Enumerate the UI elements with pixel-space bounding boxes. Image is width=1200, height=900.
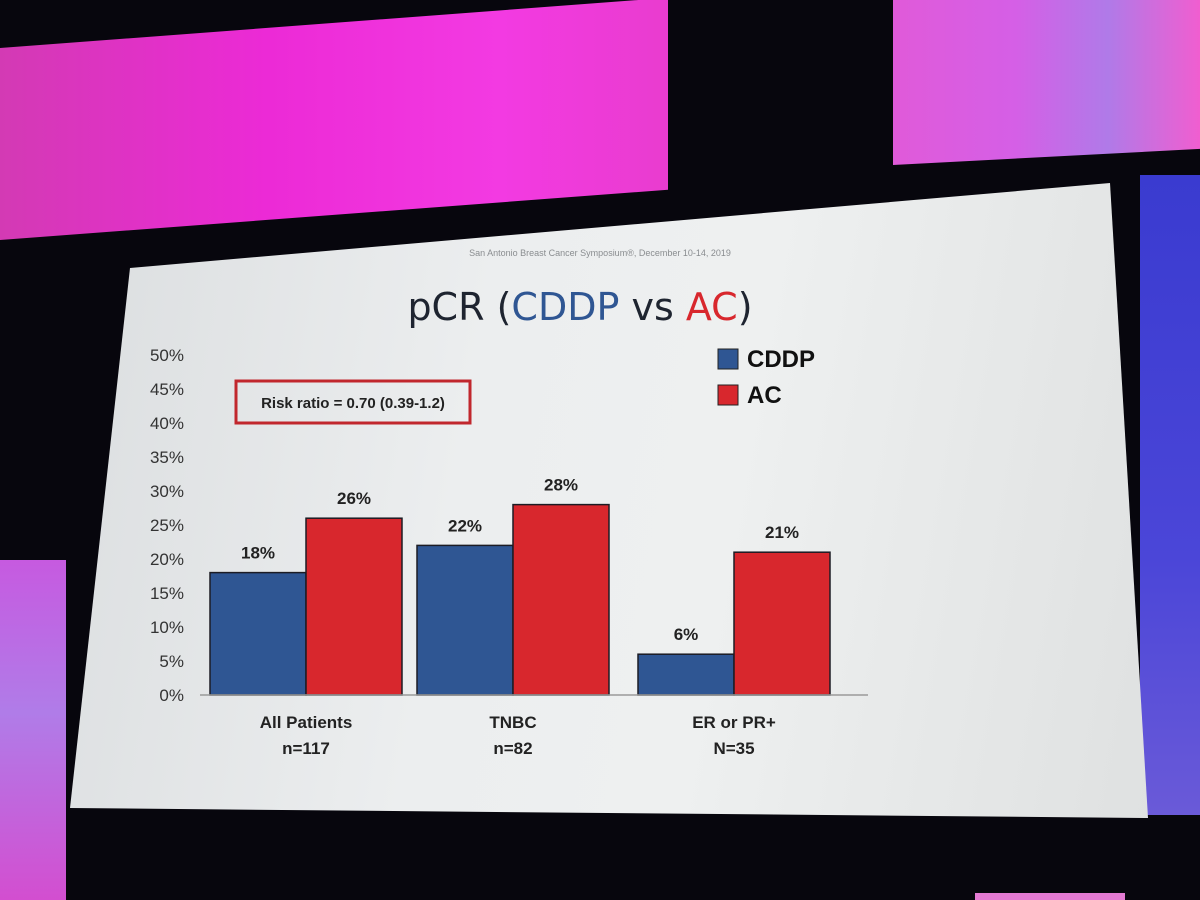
title-suffix: )	[738, 285, 753, 329]
legend-label-ac: AC	[747, 382, 782, 409]
bar-value-labels: 18% 22% 6% 26% 28% 21%	[241, 476, 799, 645]
bar-ac-1	[305, 517, 403, 696]
legend-swatch-ac	[717, 384, 739, 406]
title-cddp: CDDP	[511, 285, 619, 329]
x-category-sublabel: N=35	[713, 739, 754, 758]
legend-swatch-cddp	[717, 348, 739, 370]
slide-title: pCR (CDDP vs AC)	[407, 285, 752, 329]
y-axis: 0% 5% 10% 15% 20% 25% 30% 35% 40% 45% 50%	[150, 346, 184, 705]
y-tick-label: 15%	[150, 584, 184, 603]
title-vs: vs	[619, 285, 685, 329]
bar-value-label: 18%	[241, 544, 275, 563]
x-category-label: TNBC	[489, 713, 536, 732]
y-tick-label: 35%	[150, 448, 184, 467]
y-tick-label: 30%	[150, 482, 184, 501]
bar-value-label: 22%	[448, 516, 482, 535]
x-axis: All Patients n=117 TNBC n=82 ER or PR+ N=35	[260, 713, 776, 758]
stage-light-strip-bottom	[975, 893, 1125, 900]
y-tick-label: 45%	[150, 380, 184, 399]
x-category-sublabel: n=117	[282, 739, 330, 758]
bar-cddp-3	[637, 653, 735, 696]
risk-ratio-text: Risk ratio = 0.70 (0.39-1.2)	[261, 395, 445, 412]
bars	[209, 503, 831, 696]
bar-ac-3	[733, 551, 831, 696]
x-category-label: ER or PR+	[692, 713, 776, 732]
y-tick-label: 10%	[150, 618, 184, 637]
risk-ratio-box	[234, 379, 472, 425]
legend-label-cddp: CDDP	[747, 346, 815, 373]
x-category-label: All Patients	[260, 713, 353, 732]
y-tick-label: 5%	[159, 652, 184, 671]
title-prefix: pCR (	[407, 285, 511, 329]
bar-value-label: 28%	[544, 476, 578, 495]
slide-header: San Antonio Breast Cancer Symposium®, De…	[469, 248, 731, 258]
y-tick-label: 50%	[150, 346, 184, 365]
stage-light-panel-bottom-left	[0, 560, 66, 900]
bar-value-label: 6%	[674, 625, 699, 644]
y-tick-label: 20%	[150, 550, 184, 569]
bar-cddp-1	[209, 571, 307, 696]
bar-value-label: 21%	[765, 523, 799, 542]
bar-ac-2	[512, 503, 610, 696]
x-category-sublabel: n=82	[493, 739, 532, 758]
y-tick-label: 25%	[150, 516, 184, 535]
title-ac: AC	[686, 285, 738, 329]
stage-light-panel-right	[1140, 175, 1200, 815]
bar-value-label: 26%	[337, 489, 371, 508]
bar-cddp-2	[416, 544, 514, 696]
y-tick-label: 40%	[150, 414, 184, 433]
y-tick-label: 0%	[159, 686, 184, 705]
